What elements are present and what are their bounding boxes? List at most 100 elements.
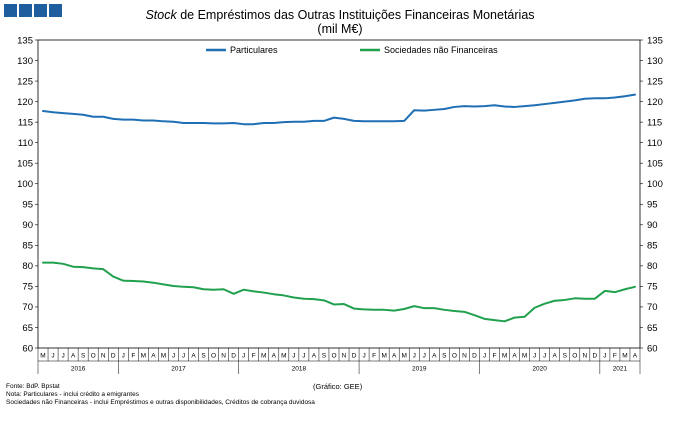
x-tick-label: J [242,353,245,360]
x-tick-label: S [81,353,86,360]
x-tick-label: J [603,353,606,360]
y-tick-label-right: 75 [647,282,658,293]
x-tick-label: N [221,353,226,360]
x-tick-label: M [622,353,627,360]
y-tick-label-right: 90 [647,220,658,231]
x-tick-label: J [423,353,426,360]
chart-title: Stock de Empréstimos das Outras Institui… [145,8,534,22]
x-tick-label: J [543,353,546,360]
y-tick-label-left: 130 [17,56,33,67]
x-tick-label: D [592,353,597,360]
y-tick-label-left: 70 [22,302,33,313]
x-year-label: 2017 [171,366,186,373]
logo-square [4,4,17,17]
y-tick-label-right: 115 [647,117,662,128]
x-tick-label: F [613,353,617,360]
x-tick-label: N [342,353,347,360]
x-tick-label: M [402,353,407,360]
legend-item-particulares: Particulares [206,45,278,55]
x-tick-label: M [522,353,527,360]
x-year-label: 2016 [71,366,86,373]
x-tick-label: A [272,353,277,360]
x-year-label: 2018 [292,366,307,373]
x-tick-label: S [563,353,568,360]
y-tick-label-right: 60 [647,343,658,354]
x-tick-label: A [71,353,76,360]
series-layer [42,93,636,323]
x-tick-label: M [502,353,507,360]
y-tick-label-left: 85 [22,241,33,252]
x-tick-label: J [51,353,54,360]
x-tick-label: M [40,353,45,360]
x-tick-label: M [281,353,286,360]
x-tick-label: O [211,353,216,360]
footer-source: Fonte: BdP. Bpstat [6,383,60,390]
x-tick-label: D [111,353,116,360]
x-tick-label: F [372,353,376,360]
x-tick-label: J [122,353,125,360]
x-tick-label: N [582,353,587,360]
x-tick-label: J [413,353,416,360]
x-tick-label: N [462,353,467,360]
y-tick-label-left: 115 [18,117,33,128]
y-tick-label-left: 135 [17,35,33,46]
x-tick-label: A [432,353,437,360]
x-tick-label: A [553,353,558,360]
x-tick-label: J [483,353,486,360]
x-tick-label: M [381,353,386,360]
logo-square [34,4,47,17]
x-tick-label: S [322,353,327,360]
x-tick-label: M [141,353,146,360]
series-line-sociedades [42,261,636,323]
y-tick-label-left: 65 [22,323,33,334]
x-tick-label: A [512,353,517,360]
logo-square [49,4,62,17]
x-tick-label: J [362,353,365,360]
footer-graph-credit: (Gráfico: GEE) [313,382,363,391]
y-tick-label-left: 105 [17,159,33,170]
y-tick-label-left: 120 [17,97,33,108]
y-tick-label-right: 80 [647,261,658,272]
x-tick-label: O [452,353,457,360]
chart-subtitle: (mil M€) [317,22,362,36]
y-tick-label-left: 110 [18,138,33,149]
x-year-label: 2019 [412,366,427,373]
x-tick-label: A [191,353,196,360]
x-tick-label: J [302,353,305,360]
x-tick-label: O [331,353,336,360]
legend: Particulares Sociedades não Financeiras [206,45,498,55]
x-tick-label: M [161,353,166,360]
footer-note-1: Nota: Particulares - inclui crédito a em… [6,391,139,398]
y-tick-label-left: 125 [17,76,33,87]
y-tick-label-right: 120 [647,97,663,108]
x-tick-label: J [172,353,175,360]
x-tick-label: A [633,353,638,360]
y-tick-label-right: 105 [647,159,663,170]
y-axis-right: 60 65 70 75 80 85 90 95 100 105 110 115 120 125 130 135 [640,35,663,354]
y-tick-label-right: 85 [647,241,658,252]
x-tick-label: J [61,353,64,360]
chart-title-italic: Stock [145,8,177,22]
x-tick-label: A [312,353,317,360]
x-tick-label: F [131,353,135,360]
legend-item-sociedades: Sociedades não Financeiras [360,45,498,55]
y-tick-label-left: 60 [22,343,33,354]
x-tick-label: S [442,353,447,360]
y-tick-label-right: 65 [647,323,658,334]
x-year-label: 2021 [613,366,628,373]
y-axis-left: 60 65 70 75 80 85 90 95 100 105 110 115 120 125 130 135 [17,35,38,354]
x-tick-label: N [101,353,106,360]
y-tick-label-left: 75 [22,282,33,293]
x-tick-label: F [493,353,497,360]
y-tick-label-right: 130 [647,56,663,67]
y-tick-label-right: 70 [647,302,658,313]
x-tick-label: S [201,353,206,360]
y-tick-label-right: 95 [647,200,658,211]
x-tick-label: A [392,353,397,360]
logo-square [19,4,32,17]
legend-label-particulares: Particulares [230,45,278,55]
x-year-label: 2020 [532,366,547,373]
legend-label-sociedades: Sociedades não Financeiras [384,45,498,55]
y-tick-label-left: 80 [22,261,33,272]
